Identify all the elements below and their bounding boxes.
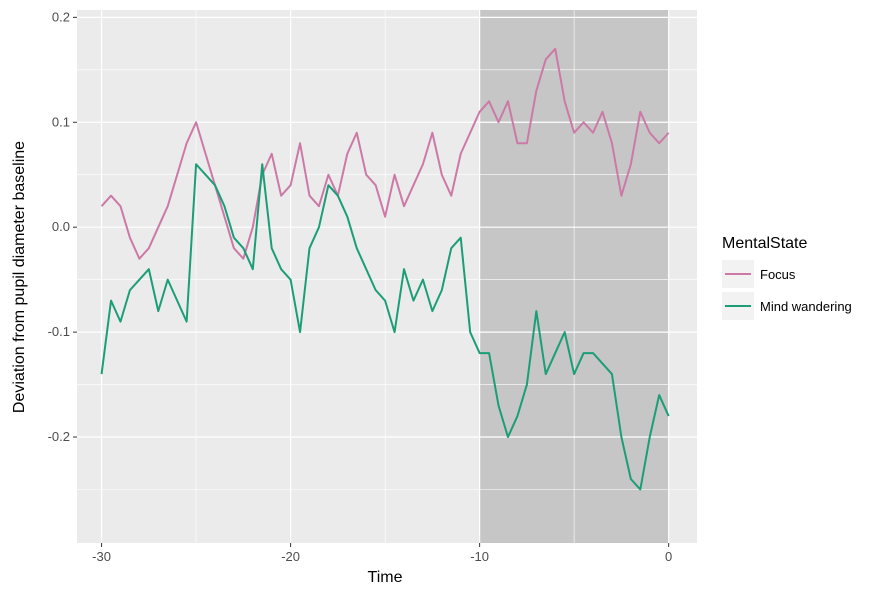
x-tick-label: -30 (92, 549, 111, 564)
y-axis-title: Deviation from pupil diameter baseline (11, 141, 28, 413)
series-line (100, 47, 670, 260)
series-line (100, 163, 670, 491)
x-axis-title: Time (368, 569, 403, 586)
x-tick-label: 0 (665, 549, 672, 564)
y-tick-label: -0.2 (48, 429, 70, 444)
legend-title: MentalState (722, 235, 807, 252)
legend-label: Mind wandering (760, 299, 852, 314)
legend-label: Focus (760, 267, 796, 282)
y-tick-label: -0.1 (48, 324, 70, 339)
x-tick-label: -20 (281, 549, 300, 564)
y-tick-label: 0.1 (52, 114, 70, 129)
y-tick-label: 0.0 (52, 219, 70, 234)
y-tick-label: 0.2 (52, 9, 70, 24)
x-tick-label: -10 (470, 549, 489, 564)
